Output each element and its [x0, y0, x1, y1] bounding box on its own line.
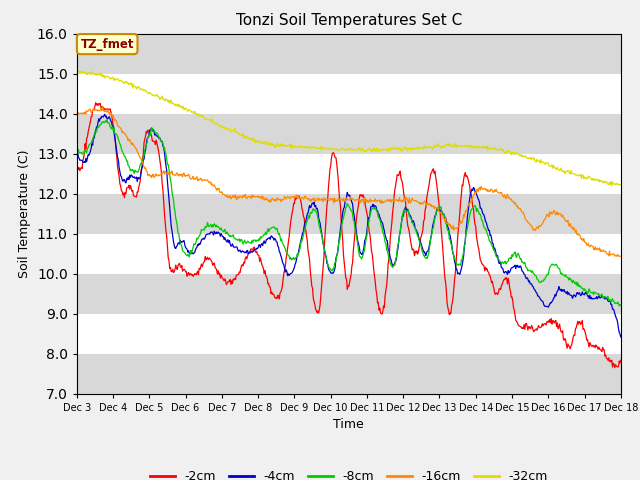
X-axis label: Time: Time: [333, 418, 364, 431]
Bar: [77, 34, 621, 73]
Bar: [77, 154, 621, 193]
Bar: [77, 73, 621, 114]
Legend: -2cm, -4cm, -8cm, -16cm, -32cm: -2cm, -4cm, -8cm, -16cm, -32cm: [145, 465, 553, 480]
Text: TZ_fmet: TZ_fmet: [81, 37, 134, 50]
Y-axis label: Soil Temperature (C): Soil Temperature (C): [19, 149, 31, 278]
Bar: [77, 354, 621, 394]
Bar: [77, 234, 621, 274]
Bar: [77, 274, 621, 313]
Title: Tonzi Soil Temperatures Set C: Tonzi Soil Temperatures Set C: [236, 13, 462, 28]
Bar: [77, 193, 621, 234]
Bar: [77, 114, 621, 154]
Bar: [77, 313, 621, 354]
